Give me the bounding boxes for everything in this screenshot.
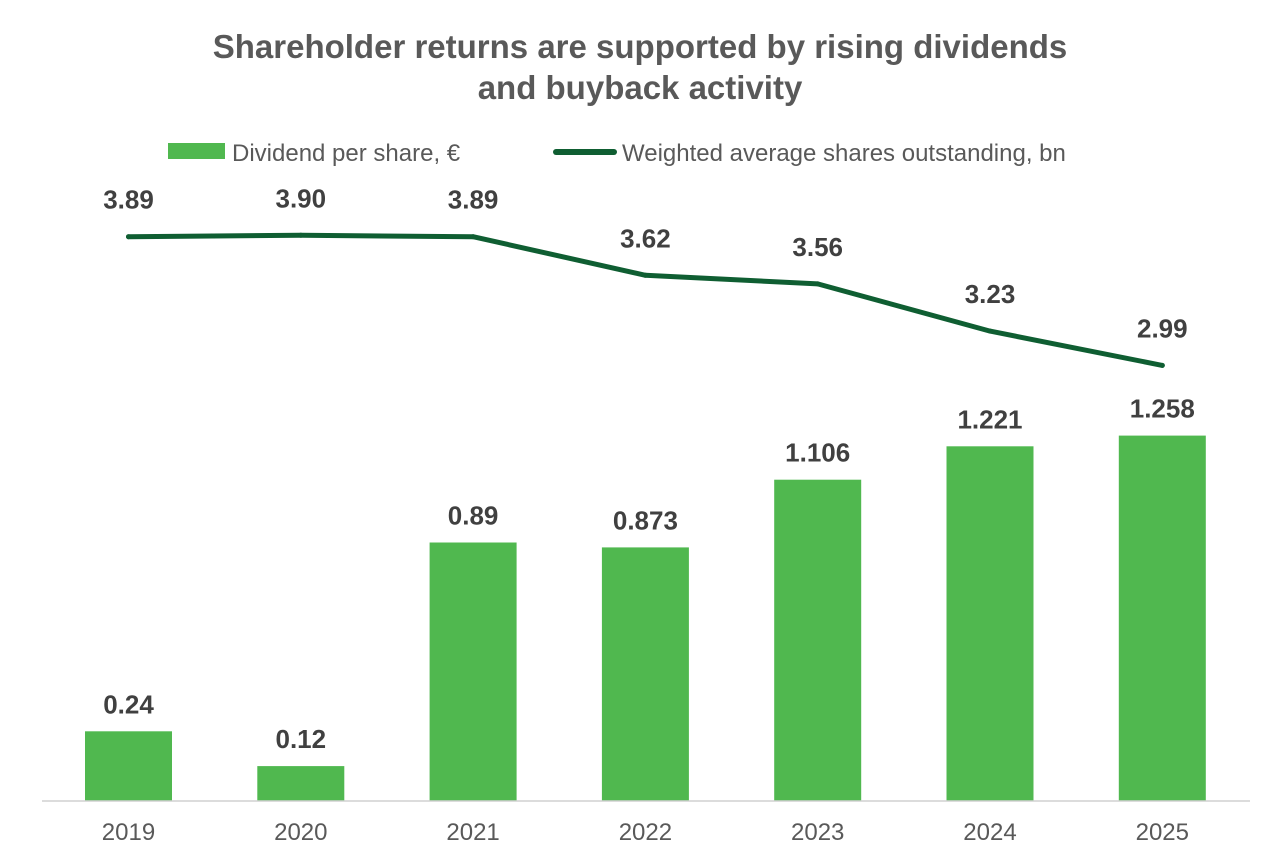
- bar-2025: [1118, 435, 1206, 801]
- x-tick-2022: 2022: [619, 819, 672, 846]
- line-label-2023: 3.56: [792, 232, 843, 262]
- x-axis-tick-labels: 2019 2020 2021 2022 2023 2024 2025: [102, 819, 1189, 846]
- x-tick-2019: 2019: [102, 819, 155, 846]
- line-label-2021: 3.89: [448, 185, 499, 215]
- bar-label-2025: 1.258: [1130, 394, 1195, 424]
- line-label-2019: 3.89: [103, 185, 154, 215]
- bar-2024: [946, 446, 1034, 801]
- bar-2023: [774, 479, 862, 801]
- bar-2020: [257, 766, 345, 801]
- bar-label-2024: 1.221: [957, 404, 1022, 434]
- line-point-2020: [298, 232, 304, 238]
- line-point-2022: [642, 272, 648, 278]
- bar-label-2023: 1.106: [785, 438, 850, 468]
- legend-label-dividend: Dividend per share, €: [232, 140, 461, 167]
- chart-title-line-2: and buyback activity: [478, 69, 803, 106]
- line-label-2024: 3.23: [965, 279, 1016, 309]
- line-label-2022: 3.62: [620, 223, 671, 253]
- bar-2022: [601, 547, 689, 801]
- line-point-2025: [1159, 362, 1165, 368]
- x-tick-2024: 2024: [963, 819, 1016, 846]
- x-tick-2023: 2023: [791, 819, 844, 846]
- bar-label-2019: 0.24: [103, 689, 154, 719]
- line-label-2025: 2.99: [1137, 313, 1188, 343]
- chart-title-line-1: Shareholder returns are supported by ris…: [213, 28, 1068, 65]
- x-tick-2021: 2021: [446, 819, 499, 846]
- bar-2019: [85, 731, 172, 801]
- line-data-labels: 3.89 3.90 3.89 3.62 3.56 3.23 2.99: [103, 183, 1187, 343]
- legend-swatch-dividend: [168, 143, 225, 159]
- x-tick-2020: 2020: [274, 819, 327, 846]
- legend: Dividend per share, € Weighted average s…: [168, 140, 1066, 167]
- bar-2021: [429, 542, 517, 801]
- bar-label-2022: 0.873: [613, 505, 678, 535]
- bar-label-2021: 0.89: [448, 501, 499, 531]
- bar-series: [85, 435, 1206, 801]
- line-label-2020: 3.90: [275, 183, 326, 213]
- bar-label-2020: 0.12: [275, 724, 326, 754]
- line-point-2024: [987, 328, 993, 334]
- line-point-2023: [815, 281, 821, 287]
- line-series: [126, 232, 1165, 368]
- line-point-2021: [470, 234, 476, 240]
- line-point-2019: [126, 234, 131, 240]
- bar-data-labels: 0.24 0.12 0.89 0.873 1.106 1.221 1.258: [103, 394, 1195, 754]
- x-tick-2025: 2025: [1136, 819, 1189, 846]
- legend-label-shares: Weighted average shares outstanding, bn: [622, 140, 1066, 167]
